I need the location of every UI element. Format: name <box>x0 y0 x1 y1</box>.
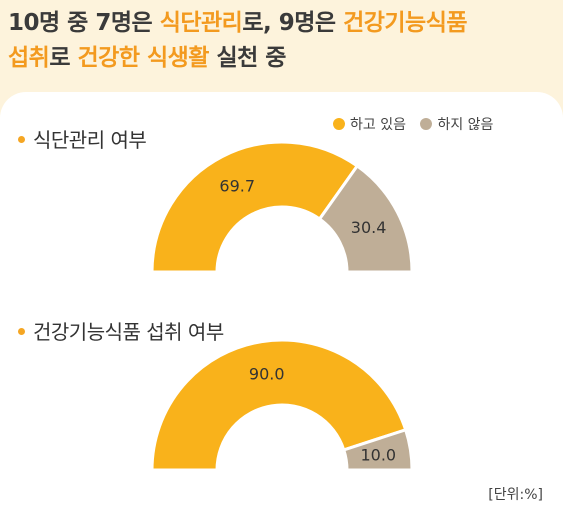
headline-line-2: 섭취로 건강한 식생활 실천 중 <box>8 41 558 76</box>
headline-line-1: 10명 중 7명은 식단관리로, 9명은 건강기능식품 <box>8 6 558 41</box>
legend-swatch-yes <box>333 118 345 130</box>
chart-1-value-label-no: 30.4 <box>351 218 387 237</box>
chart-2-title: 건강기능식품 섭취 여부 <box>33 320 224 344</box>
headline-line-1-segment-2: 로, 9명은 <box>242 10 344 36</box>
headline-line-2-segment-0: 섭취 <box>8 45 50 71</box>
headline-line-2-segment-2: 건강한 식생활 <box>77 45 210 71</box>
legend-swatch-no <box>420 118 433 130</box>
chart-2-slice-yes <box>150 338 408 472</box>
legend-label-yes: 하고 있음 <box>350 117 406 133</box>
chart-1-slice-yes <box>150 140 360 274</box>
legend: 하고 있음 하지 않음 <box>333 114 503 134</box>
headline-line-2-segment-1: 로 <box>49 45 78 71</box>
headline-line-1-segment-0: 10명 중 7명은 <box>8 10 160 36</box>
bullet-dot-icon <box>18 136 25 143</box>
chart-2-title-wrap: 건강기능식품 섭취 여부 <box>18 316 224 345</box>
chart-1-slice-no <box>317 163 414 274</box>
headline-line-1-segment-3: 건강기능식품 <box>343 10 468 36</box>
bullet-dot-icon <box>18 328 25 335</box>
unit-label: [단위:%] <box>488 487 543 503</box>
chart-2-slice-no <box>341 427 414 472</box>
semi-donut-charts: 69.7 30.4 90.0 10.0 <box>150 140 414 472</box>
legend-item-yes: 하고 있음 <box>333 114 406 134</box>
chart-1-title-wrap: 식단관리 여부 <box>18 124 147 153</box>
chart-1-value-label-yes: 69.7 <box>219 176 255 195</box>
headline: 10명 중 7명은 식단관리로, 9명은 건강기능식품 섭취로 건강한 식생활 … <box>8 6 558 76</box>
chart-2-value-label-no: 10.0 <box>360 446 396 465</box>
legend-item-no: 하지 않음 <box>420 114 493 134</box>
headline-line-2-segment-3: 실천 중 <box>208 45 286 71</box>
chart-1-title: 식단관리 여부 <box>33 128 147 152</box>
legend-label-no: 하지 않음 <box>437 117 494 133</box>
chart-2-value-label-yes: 90.0 <box>249 365 285 384</box>
headline-line-1-segment-1: 식단관리 <box>159 10 243 36</box>
